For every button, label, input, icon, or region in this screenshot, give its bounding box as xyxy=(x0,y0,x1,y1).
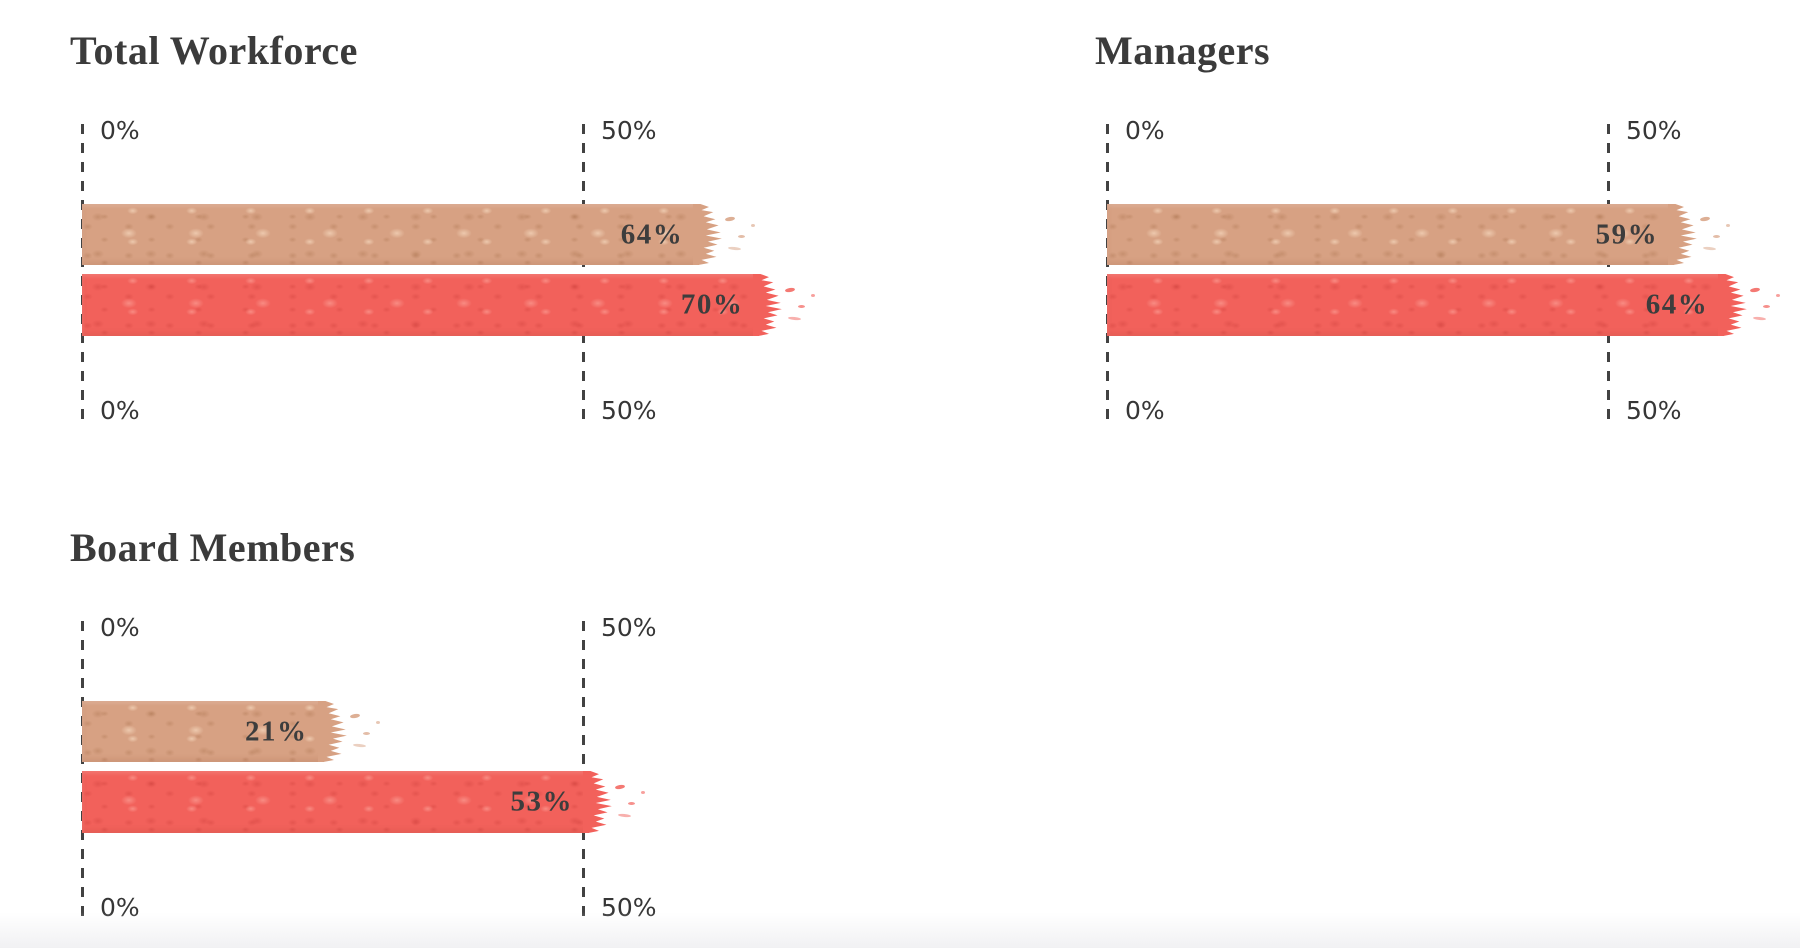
bar-fill xyxy=(1107,274,1725,336)
bar-fill xyxy=(82,204,700,265)
bar-value-label: 64% xyxy=(1645,288,1709,321)
chart-managers: Managers 0% 50% 59% 64% 0% xyxy=(1095,28,1800,448)
axis-tick-bottom-50pct: 50% xyxy=(601,396,657,425)
bar-series-2: 70% xyxy=(82,274,816,336)
bar-value-label: 59% xyxy=(1595,218,1659,250)
paint-splatter xyxy=(1703,246,1717,251)
paint-splatter xyxy=(362,731,370,735)
brush-tip xyxy=(1718,274,1748,336)
paint-splatter xyxy=(788,316,802,322)
paint-splatter xyxy=(628,802,636,805)
bar-fill xyxy=(82,274,760,336)
brush-tip xyxy=(753,274,783,336)
bar-fill xyxy=(82,701,324,762)
paint-splatter xyxy=(614,783,626,790)
brush-tip xyxy=(317,701,347,762)
axis-dashed-line-50pct xyxy=(582,124,585,422)
bar-fill xyxy=(82,771,590,833)
paint-splatter xyxy=(1699,216,1711,223)
bar-series-2: 53% xyxy=(82,771,646,833)
bottom-gradient-band xyxy=(0,912,1800,948)
paint-splatter xyxy=(641,790,646,794)
chart-title: Board Members xyxy=(70,525,356,570)
axis-dashed-line-0pct xyxy=(1106,124,1109,422)
paint-splatter xyxy=(738,234,746,238)
axis-tick-top-50pct: 50% xyxy=(1626,116,1682,145)
paint-splatter xyxy=(1726,223,1731,227)
axis-dashed-line-0pct xyxy=(81,124,84,422)
paint-splatter xyxy=(785,286,796,293)
paint-splatter xyxy=(352,743,366,748)
axis-tick-bottom-50pct: 50% xyxy=(1626,396,1682,425)
bar-series-1: 64% xyxy=(82,204,756,265)
bar-series-1: 59% xyxy=(1107,204,1731,265)
paint-splatter xyxy=(1750,286,1761,293)
paint-splatter xyxy=(617,813,632,819)
bar-fill xyxy=(1107,204,1675,265)
paint-splatter xyxy=(725,216,736,223)
axis-tick-top-0pct: 0% xyxy=(1125,116,1165,145)
axis-dashed-line-50pct xyxy=(582,621,585,919)
paint-splatter xyxy=(798,305,806,308)
paint-splatter xyxy=(728,246,742,251)
brush-tip xyxy=(1668,204,1697,265)
paint-splatter xyxy=(751,223,756,227)
bar-series-2: 64% xyxy=(1107,274,1781,336)
paint-splatter xyxy=(349,713,360,720)
bar-value-label: 70% xyxy=(680,288,744,321)
bar-value-label: 53% xyxy=(510,785,574,818)
chart-title: Total Workforce xyxy=(70,28,358,73)
axis-tick-bottom-0pct: 0% xyxy=(100,396,140,425)
chart-title: Managers xyxy=(1095,28,1271,73)
brush-tip xyxy=(693,204,723,265)
paint-splatter xyxy=(375,720,380,724)
paint-splatter xyxy=(1753,316,1767,322)
axis-dashed-line-0pct xyxy=(81,621,84,919)
chart-total-workforce: Total Workforce 0% 50% 64% 70% xyxy=(70,28,861,448)
bar-value-label: 64% xyxy=(620,218,684,250)
bar-series-1: 21% xyxy=(82,701,380,762)
axis-tick-top-50pct: 50% xyxy=(601,613,657,642)
axis-tick-top-50pct: 50% xyxy=(601,116,657,145)
brush-tip xyxy=(583,771,612,833)
paint-splatter xyxy=(1763,305,1771,308)
axis-tick-top-0pct: 0% xyxy=(100,116,140,145)
axis-tick-top-0pct: 0% xyxy=(100,613,140,642)
chart-board-members: Board Members 0% 50% 21% 53% xyxy=(70,525,861,945)
paint-splatter xyxy=(811,293,816,297)
paint-splatter xyxy=(1776,293,1781,297)
paint-splatter xyxy=(1713,234,1721,238)
axis-dashed-line-50pct xyxy=(1607,124,1610,422)
bar-value-label: 21% xyxy=(245,715,308,747)
axis-tick-bottom-0pct: 0% xyxy=(1125,396,1165,425)
